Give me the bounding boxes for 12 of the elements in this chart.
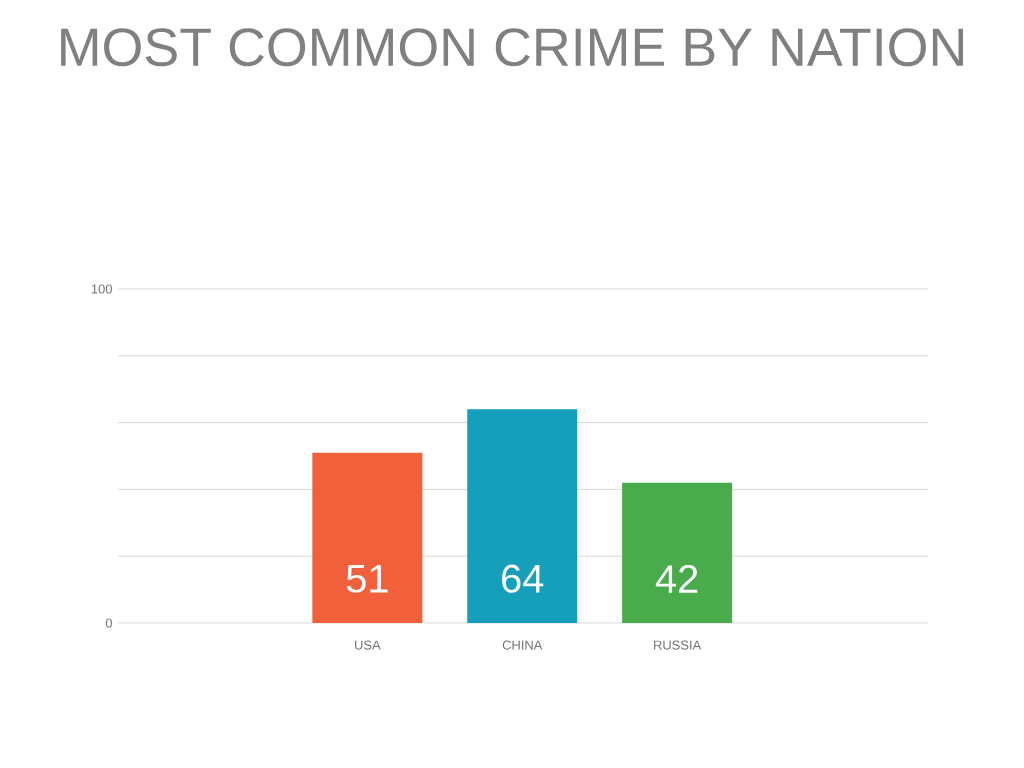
x-tick-label: RUSSIA bbox=[654, 640, 702, 650]
bar bbox=[622, 482, 733, 623]
data-label: 64 bbox=[502, 564, 544, 593]
bar bbox=[467, 409, 578, 623]
y-tick-label: 0 bbox=[105, 618, 112, 628]
data-label: 42 bbox=[655, 564, 698, 593]
x-tick-label: USA bbox=[355, 640, 381, 650]
bar bbox=[312, 452, 423, 623]
y-tick-label: 100 bbox=[91, 284, 112, 294]
chart-title: MOST COMMON CRIME BY NATION bbox=[61, 28, 963, 67]
data-label: 51 bbox=[346, 564, 388, 593]
x-tick-label: CHINA bbox=[502, 640, 543, 650]
